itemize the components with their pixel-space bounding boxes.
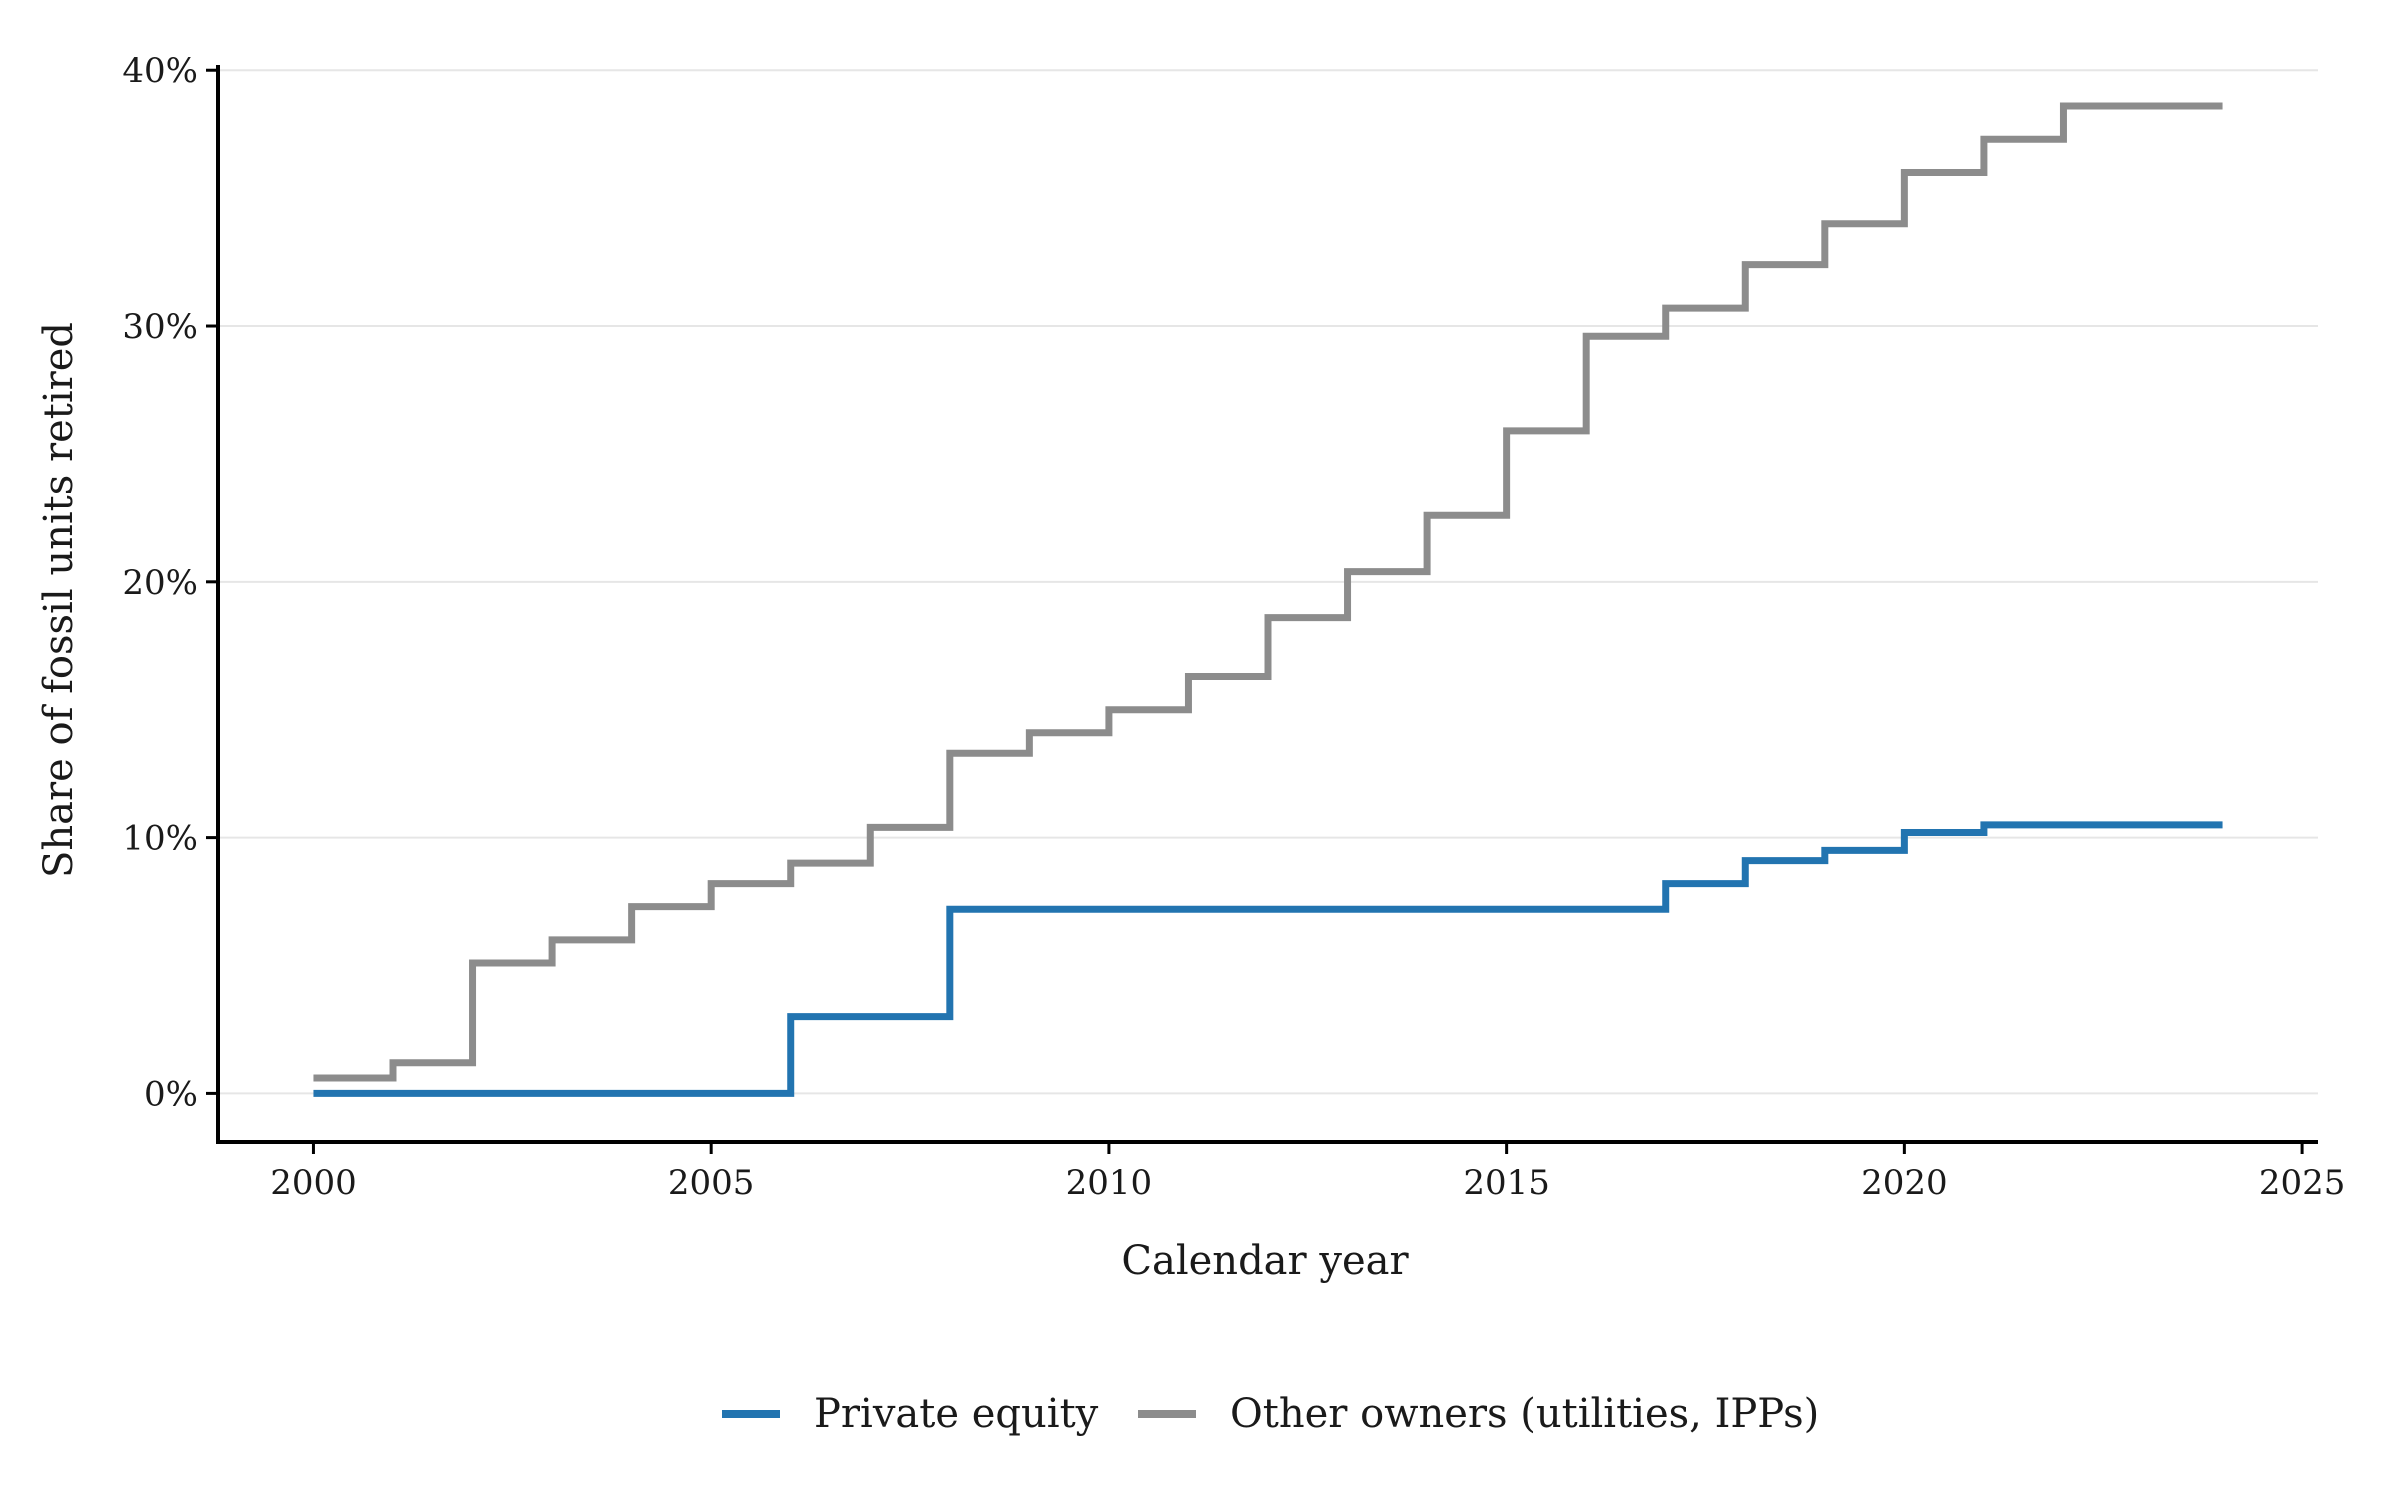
y-tick-label: 20% <box>122 563 198 603</box>
axes <box>216 65 2318 1144</box>
x-tick-label: 2025 <box>2259 1163 2346 1203</box>
x-tick-label: 2010 <box>1066 1163 1153 1203</box>
y-tick-label: 0% <box>144 1074 198 1114</box>
x-tick-label: 2000 <box>270 1163 357 1203</box>
legend-label: Other owners (utilities, IPPs) <box>1230 1391 1819 1437</box>
gridlines <box>218 69 2318 1095</box>
x-axis-title: Calendar year <box>1121 1238 1409 1284</box>
series-lines <box>313 102 2223 1097</box>
y-tick-label: 30% <box>122 307 198 347</box>
x-tick-label: 2005 <box>668 1163 755 1203</box>
series-line-private-equity <box>313 821 2223 1097</box>
legend-label: Private equity <box>814 1391 1099 1437</box>
y-tick-label: 10% <box>122 819 198 859</box>
y-axis-ticks: 0% 10% 20% 30% 40% <box>122 51 218 1114</box>
x-axis-ticks: 2000 2005 2010 2015 2020 2025 <box>270 1142 2345 1203</box>
legend: Private equity Other owners (utilities, I… <box>722 1391 1819 1437</box>
x-tick-label: 2015 <box>1463 1163 1550 1203</box>
y-axis-title: Share of fossil units retired <box>36 322 82 878</box>
series-line-other-owners <box>313 102 2223 1082</box>
y-tick-label: 40% <box>122 51 198 91</box>
x-tick-label: 2020 <box>1861 1163 1948 1203</box>
